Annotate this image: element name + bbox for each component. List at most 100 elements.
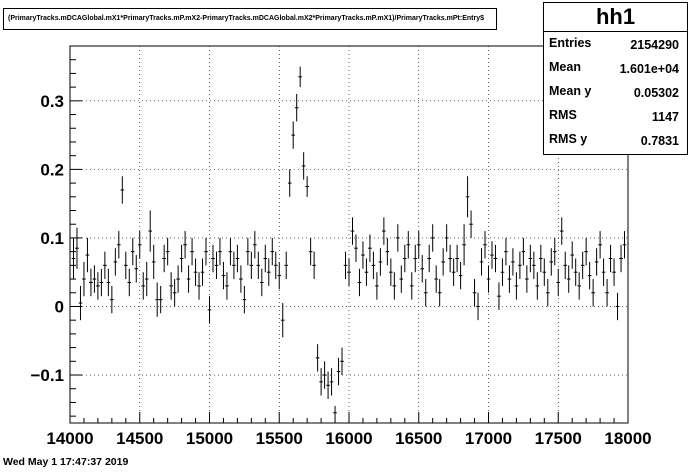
data-point [403, 244, 407, 273]
data-point [242, 285, 247, 314]
data-point [266, 258, 271, 286]
data-point [284, 251, 289, 280]
data-point [507, 265, 512, 293]
data-point [165, 237, 170, 266]
data-point [263, 244, 268, 273]
data-point [458, 261, 463, 290]
data-point [490, 241, 494, 269]
data-point [151, 244, 156, 280]
data-point [137, 231, 142, 259]
x-tick-label: 17500 [535, 429, 582, 448]
stats-row-rms: RMS 1147 [544, 104, 687, 128]
data-point [340, 347, 344, 376]
data-point [615, 292, 620, 321]
data-point [430, 224, 435, 252]
data-point [329, 368, 334, 396]
stats-value: 1.601e+04 [619, 62, 679, 76]
data-point [113, 248, 118, 276]
data-point [71, 237, 76, 280]
data-point [246, 237, 250, 266]
plot-title-box: (PrimaryTracks.mDCAGlobal.mX1*PrimaryTra… [3, 8, 497, 30]
stats-value: 2154290 [630, 38, 679, 52]
data-point [92, 265, 97, 293]
stats-histogram-name: hh1 [544, 3, 687, 32]
data-point [622, 231, 627, 259]
data-point [605, 279, 609, 307]
data-point [270, 237, 275, 266]
data-point [326, 371, 330, 400]
x-tick-label: 14000 [46, 429, 93, 448]
data-point [190, 237, 194, 266]
data-point [287, 169, 292, 197]
data-point [566, 265, 571, 293]
data-point [117, 231, 121, 259]
y-tick-label: 0 [55, 297, 64, 316]
data-point [134, 255, 139, 283]
y-tick-label: −0.1 [30, 366, 64, 385]
data-point [399, 265, 404, 293]
data-point [315, 344, 320, 372]
timestamp: Wed May 1 17:47:37 2019 [3, 456, 129, 468]
x-tick-label: 16000 [325, 429, 372, 448]
data-point [591, 279, 595, 307]
data-point [542, 258, 547, 286]
data-point [179, 244, 184, 273]
x-tick-label: 18000 [604, 429, 651, 448]
data-point [103, 251, 107, 280]
data-point [214, 251, 219, 280]
data-point [559, 217, 564, 245]
data-point [392, 272, 397, 300]
data-point [280, 303, 285, 338]
data-point [141, 272, 146, 300]
data-point [483, 231, 487, 259]
stats-row-mean: Mean 1.601e+04 [544, 56, 687, 80]
data-point [308, 237, 313, 266]
data-point [389, 258, 393, 286]
data-point [322, 361, 327, 389]
data-point [448, 244, 452, 273]
data-point [253, 231, 257, 259]
data-point [298, 66, 302, 88]
data-point [225, 272, 229, 300]
data-point [350, 217, 355, 245]
axes: 14000 14500 15000 15500 16000 16500 17000 17500… [30, 59, 652, 448]
data-point [218, 237, 222, 266]
stats-row-entries: Entries 2154290 [544, 32, 687, 56]
data-point [260, 268, 264, 297]
data-point [465, 176, 470, 218]
data-point [375, 272, 379, 300]
data-point [556, 268, 561, 297]
stats-box: hh1 Entries 2154290 Mean 1.601e+04 Mean … [543, 2, 688, 155]
data-point [434, 265, 438, 293]
stats-label: Mean y [549, 84, 592, 98]
data-point [406, 231, 411, 259]
data-point [504, 237, 508, 266]
y-tick-label: 0.2 [40, 160, 64, 179]
data-point [420, 255, 425, 283]
x-tick-label: 17000 [465, 429, 512, 448]
grid-lines [69, 46, 629, 423]
data-point [197, 272, 201, 300]
data-point [183, 231, 187, 259]
data-point [497, 282, 501, 310]
data-point [573, 258, 578, 286]
data-point [228, 237, 233, 266]
data-point [371, 251, 376, 280]
data-point [148, 210, 153, 252]
x-tick-label: 16500 [395, 429, 442, 448]
x-tick-label: 15500 [256, 429, 303, 448]
data-point [427, 244, 432, 273]
data-point [545, 279, 550, 307]
data-point [364, 258, 369, 286]
data-point [172, 279, 177, 307]
y-tick-label: 0.3 [40, 92, 64, 111]
data-point [455, 244, 459, 273]
data-point [608, 244, 613, 273]
data-point [82, 261, 86, 297]
data-point [319, 368, 323, 396]
data-point [368, 234, 372, 262]
data-point [472, 279, 477, 307]
data-point [521, 237, 526, 266]
data-point [532, 251, 536, 280]
